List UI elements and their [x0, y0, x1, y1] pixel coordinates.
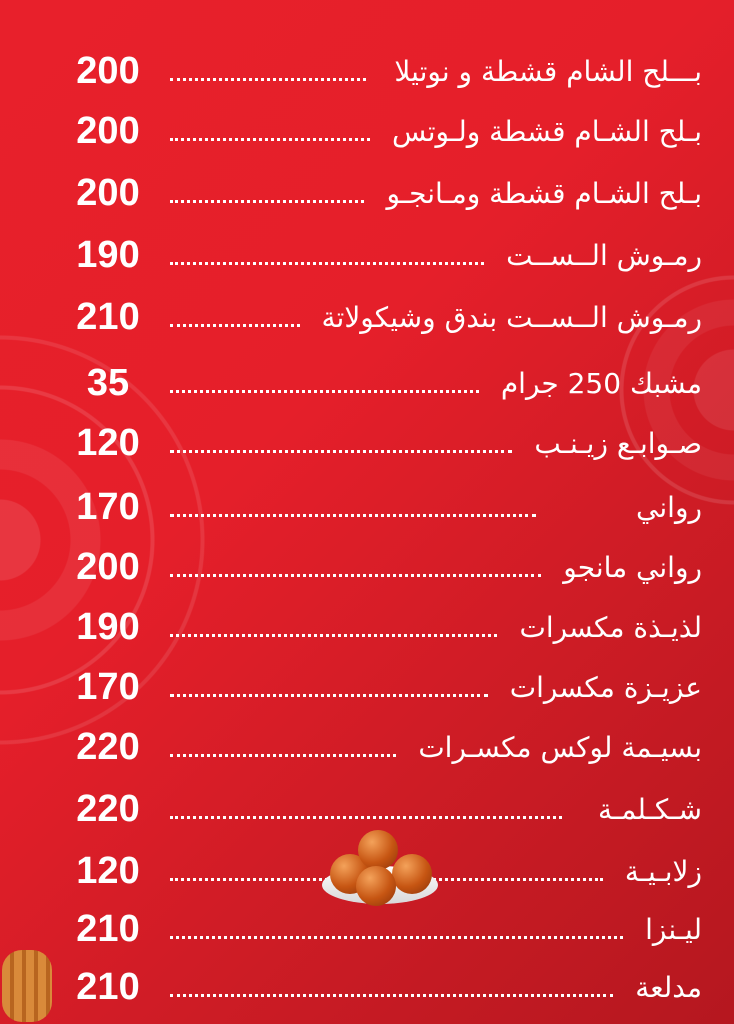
dotted-leader [170, 753, 397, 757]
item-name: ليـنزا [645, 912, 702, 946]
item-price: 210 [76, 295, 140, 338]
item-name: مدلعة [635, 970, 702, 1004]
item-name: بسيـمة لوكس مكسـرات [418, 730, 702, 764]
mandala-decoration-right [600, 180, 734, 600]
item-name: مشبك 250 جرام [500, 366, 702, 400]
dough-ball [392, 854, 432, 894]
item-price: 120 [76, 849, 140, 892]
item-price: 210 [76, 907, 140, 950]
menu-item: عزيـزة مكسرات 170 [70, 662, 702, 712]
item-name: بـلح الشـام قشطة ولـوتس [392, 114, 702, 148]
dotted-leader [170, 993, 614, 997]
dotted-leader [170, 137, 371, 141]
dotted-leader [170, 449, 513, 453]
menu-item: رواني مانجو 200 [70, 542, 702, 592]
item-price: 35 [86, 361, 130, 404]
dotted-leader [170, 693, 488, 697]
item-price: 190 [76, 605, 140, 648]
item-price: 200 [76, 49, 140, 92]
item-name: رمـوش الــســت بندق وشيكولاتة [321, 300, 702, 334]
menu-item: مشبك 250 جرام 35 [70, 358, 702, 408]
dotted-leader [170, 573, 542, 577]
item-price: 200 [76, 545, 140, 588]
item-price: 170 [76, 485, 140, 528]
item-price: 120 [76, 421, 140, 464]
item-price: 200 [76, 109, 140, 152]
dotted-leader [170, 389, 479, 393]
dotted-leader [170, 633, 498, 637]
menu-item: بـلح الشـام قشطة ومـانجـو 200 [70, 168, 702, 218]
dotted-leader [170, 513, 537, 517]
luqaimat-bowl-image [322, 830, 438, 908]
menu-item: ليـنزا 210 [70, 904, 702, 954]
item-name: عزيـزة مكسرات [509, 670, 702, 704]
item-name: زلابـيـة [624, 854, 702, 888]
mandala-decoration-left [0, 330, 260, 750]
item-name: بـلح الشـام قشطة ومـانجـو [386, 176, 702, 210]
churro-image [2, 950, 52, 1022]
dotted-leader [170, 815, 562, 819]
menu-item: رمـوش الــســت 190 [70, 230, 702, 280]
item-price: 190 [76, 233, 140, 276]
dotted-leader [170, 77, 367, 81]
item-name: رواني مانجو [563, 550, 702, 584]
item-price: 220 [76, 725, 140, 768]
menu-item: بسيـمة لوكس مكسـرات 220 [70, 722, 702, 772]
item-name: رمـوش الــســت [506, 238, 702, 272]
dough-ball [358, 830, 398, 870]
menu-item: شـكـلمـة 220 [70, 784, 702, 834]
menu-item: بـلح الشـام قشطة ولـوتس 200 [70, 106, 702, 156]
item-price: 210 [76, 965, 140, 1008]
dotted-leader [170, 323, 300, 327]
dotted-leader [170, 261, 485, 265]
item-price: 170 [76, 665, 140, 708]
menu-item: رواني 170 [70, 482, 702, 532]
item-name: لذيـذة مكسرات [519, 610, 702, 644]
item-name: شـكـلمـة [597, 792, 702, 826]
item-price: 220 [76, 787, 140, 830]
item-price: 200 [76, 171, 140, 214]
menu-item: لذيـذة مكسرات 190 [70, 602, 702, 652]
item-name: صـوابـع زيـنـب [534, 426, 702, 460]
dotted-leader [170, 199, 365, 203]
menu-item: مدلعة 210 [70, 962, 702, 1012]
item-name: رواني [636, 490, 702, 524]
item-name: بـــلح الشام قشطة و نوتيلا [394, 54, 702, 88]
menu-item: صـوابـع زيـنـب 120 [70, 418, 702, 468]
dotted-leader [170, 935, 624, 939]
menu-item: بـــلح الشام قشطة و نوتيلا 200 [70, 46, 702, 96]
menu-item: رمـوش الــســت بندق وشيكولاتة 210 [70, 292, 702, 342]
dough-ball [356, 866, 396, 906]
